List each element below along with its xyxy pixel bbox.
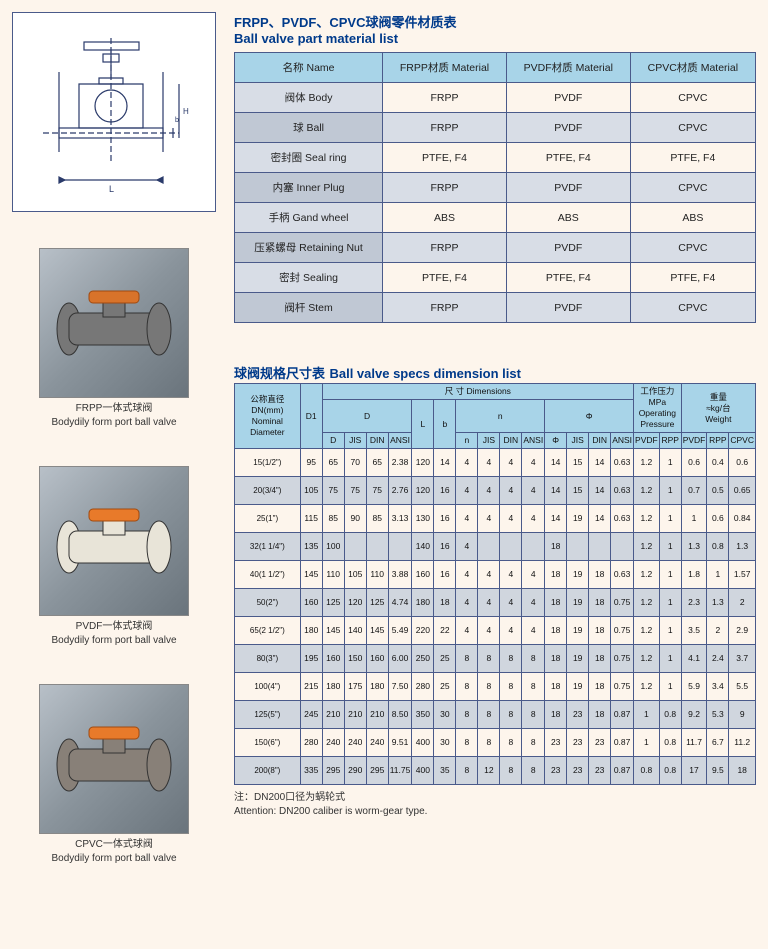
- product-thumb: PVDF一体式球阀Bodydily form port ball valve: [12, 466, 216, 648]
- svg-text:L: L: [109, 184, 114, 194]
- product-thumb: FRPP一体式球阀Bodydily form port ball valve: [12, 248, 216, 430]
- table2-title-cn: 球阀规格尺寸表: [234, 366, 325, 381]
- table2-title-en: Ball valve specs dimension list: [329, 366, 520, 381]
- right-column: FRPP、PVDF、CPVC球阀零件材质表 Ball valve part ma…: [234, 12, 756, 866]
- svg-text:b: b: [175, 117, 179, 124]
- left-column: L H b FRPP一体式球阀Bodydily form port ball v…: [12, 12, 216, 866]
- dimension-table: 公称直径DN(mm)NominalDiameterD1尺 寸 Dimension…: [234, 383, 756, 785]
- technical-drawing: L H b: [12, 12, 216, 212]
- footnote: 注：DN200口径为蜗轮式 Attention: DN200 caliber i…: [234, 791, 756, 819]
- material-table: 名称 NameFRPP材质 MaterialPVDF材质 MaterialCPV…: [234, 52, 756, 323]
- table1-title-cn: FRPP、PVDF、CPVC球阀零件材质表: [234, 12, 756, 31]
- product-thumb: CPVC一体式球阀Bodydily form port ball valve: [12, 684, 216, 866]
- svg-text:H: H: [183, 107, 189, 116]
- table1-title-en: Ball valve part material list: [234, 31, 756, 46]
